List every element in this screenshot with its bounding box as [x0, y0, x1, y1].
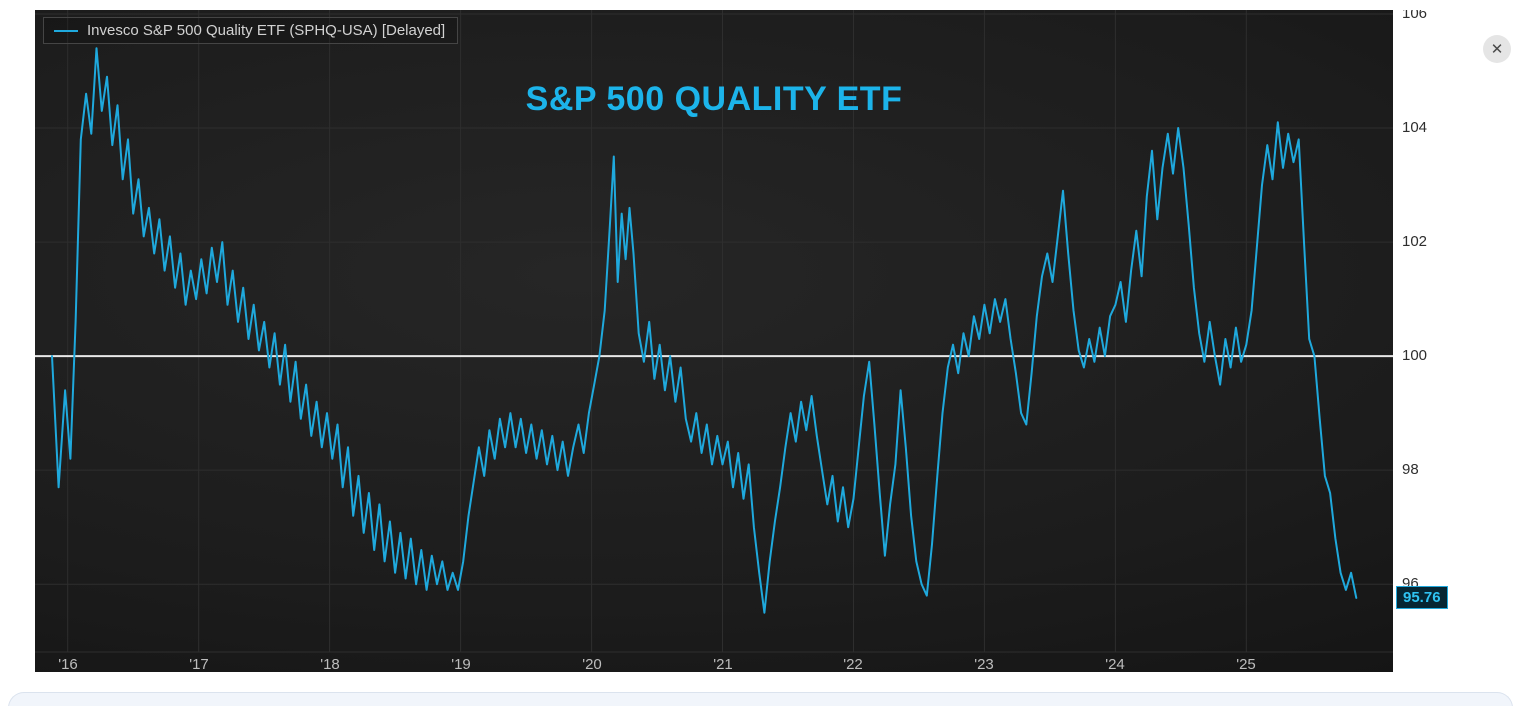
- close-icon: ✕: [1490, 41, 1504, 58]
- y-tick-label: 106: [1402, 10, 1428, 22]
- y-tick-label: 104: [1402, 119, 1428, 136]
- chart-legend[interactable]: Invesco S&P 500 Quality ETF (SPHQ-USA) […: [43, 17, 459, 44]
- y-axis: 106 104 102 100 98 96: [1395, 10, 1521, 672]
- chart-title: S&P 500 QUALITY ETF: [525, 80, 903, 118]
- y-tick-label: 98: [1402, 461, 1419, 478]
- series-legend-label: Invesco S&P 500 Quality ETF (SPHQ-USA) […: [87, 22, 446, 39]
- chart-panel: Invesco S&P 500 Quality ETF (SPHQ-USA) […: [35, 10, 1393, 673]
- series-line-swatch: [54, 29, 78, 32]
- chart-svg[interactable]: [35, 10, 1393, 672]
- y-tick-label: 100: [1402, 347, 1428, 364]
- close-button[interactable]: ✕: [1483, 35, 1511, 63]
- y-tick-label: 102: [1402, 233, 1428, 250]
- next-panel-edge: [8, 692, 1513, 706]
- last-price-badge: 95.76: [1396, 586, 1448, 609]
